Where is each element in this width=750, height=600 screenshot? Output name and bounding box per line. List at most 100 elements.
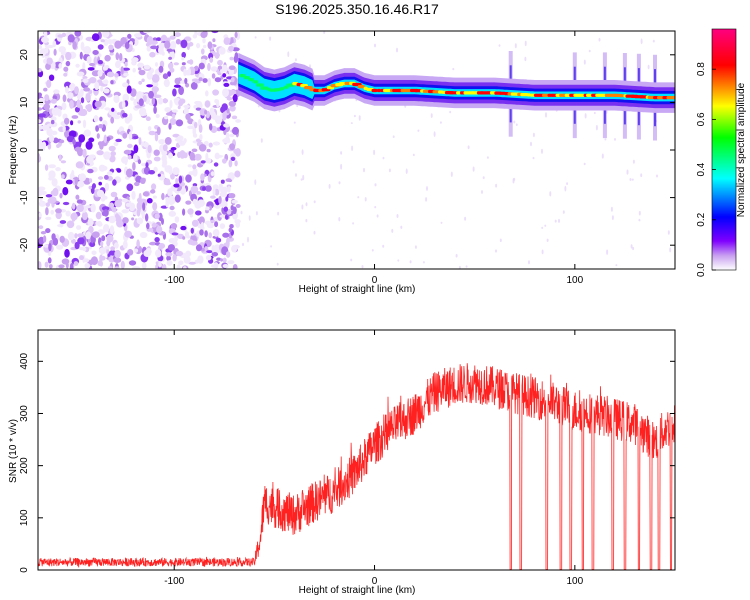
noise-speckle [140, 177, 146, 184]
noise-speckle [168, 170, 173, 175]
noise-speckle [214, 99, 219, 104]
noise-speckle [226, 208, 232, 215]
noise-speckle [199, 229, 204, 236]
noise-speckle [204, 100, 211, 108]
noise-speckle [220, 200, 228, 209]
noise-speckle [158, 139, 166, 145]
faint-speckle [482, 176, 485, 180]
faint-speckle [392, 135, 395, 138]
noise-speckle [97, 69, 103, 77]
noise-speckle [175, 38, 181, 45]
noise-speckle [89, 178, 93, 183]
faint-speckle [412, 153, 415, 157]
noise-speckle [103, 151, 111, 160]
noise-speckle [214, 204, 221, 209]
noise-speckle [88, 225, 94, 234]
noise-speckle [185, 113, 191, 121]
noise-speckle [200, 160, 206, 164]
noise-speckle [128, 131, 133, 141]
noise-speckle [235, 221, 241, 228]
noise-speckle [103, 209, 109, 217]
noise-speckle [77, 237, 85, 245]
noise-speckle [223, 206, 228, 212]
faint-speckle [515, 123, 518, 126]
noise-speckle [194, 153, 202, 161]
noise-speckle [76, 204, 84, 213]
faint-speckle [440, 221, 443, 224]
noise-speckle [219, 214, 227, 218]
noise-speckle [79, 51, 83, 60]
noise-speckle [45, 63, 51, 70]
noise-speckle [151, 222, 157, 228]
noise-speckle [85, 93, 91, 102]
noise-speckle [137, 159, 141, 165]
noise-speckle [74, 233, 78, 239]
noise-speckle [98, 181, 102, 186]
noise-speckle [115, 138, 122, 143]
noise-speckle [38, 186, 46, 191]
faint-speckle [611, 215, 614, 221]
noise-speckle [93, 56, 98, 66]
noise-speckle [226, 96, 233, 101]
noise-speckle [106, 239, 111, 247]
noise-speckle [137, 92, 144, 97]
faint-speckle [414, 245, 417, 249]
noise-speckle [76, 180, 85, 188]
noise-speckle [198, 144, 207, 152]
noise-speckle [228, 159, 233, 168]
noise-speckle [198, 77, 203, 82]
noise-speckle [178, 99, 184, 107]
noise-speckle [222, 111, 227, 121]
colorbar: 0.0 0.2 0.4 0.6 0.8 Normalized spectral ampl… [696, 28, 747, 277]
band-hot-cell [357, 85, 365, 89]
noise-speckle [109, 225, 115, 235]
noise-speckle [46, 128, 53, 137]
noise-speckle [72, 139, 76, 145]
noise-speckle [61, 32, 67, 38]
band-hot-cell [456, 91, 461, 95]
noise-speckle [104, 174, 109, 180]
noise-speckle [53, 48, 57, 56]
faint-speckle [513, 177, 516, 181]
noise-speckle [103, 134, 108, 143]
noise-speckle [101, 206, 110, 211]
noise-speckle [153, 149, 160, 156]
noise-speckle [136, 217, 144, 225]
faint-speckle [638, 218, 641, 222]
noise-speckle [168, 56, 173, 60]
noise-speckle [163, 181, 172, 186]
noise-speckle [212, 187, 216, 197]
faint-speckle [546, 238, 549, 242]
faint-speckle [248, 215, 251, 221]
faint-speckle [409, 260, 412, 264]
noise-speckle [76, 99, 81, 108]
noise-speckle [170, 147, 177, 151]
noise-speckle [45, 228, 51, 234]
faint-speckle [430, 113, 433, 118]
noise-speckle [45, 202, 50, 207]
noise-speckle [132, 162, 136, 171]
noise-speckle [100, 39, 105, 43]
faint-speckle [495, 183, 498, 188]
noise-speckle [210, 195, 216, 199]
faint-speckle [301, 204, 304, 210]
noise-speckle [155, 113, 160, 119]
noise-speckle [212, 141, 221, 146]
noise-speckle [190, 185, 199, 194]
snr-x-tick-label: 100 [566, 576, 583, 587]
noise-speckle [107, 266, 113, 269]
noise-speckle [205, 185, 212, 192]
noise-speckle [45, 216, 52, 221]
noise-speckle [95, 125, 99, 132]
noise-speckle [167, 71, 172, 77]
snr-y-tick-label: 200 [19, 457, 30, 474]
noise-speckle [162, 264, 167, 269]
faint-speckle [638, 210, 641, 216]
noise-speckle [71, 169, 75, 177]
faint-speckle [481, 190, 483, 194]
noise-speckle [114, 249, 121, 259]
noise-speckle [100, 100, 107, 108]
faint-speckle [632, 159, 635, 164]
snr-x-tick-label: -100 [164, 576, 184, 587]
noise-speckle [136, 208, 141, 217]
